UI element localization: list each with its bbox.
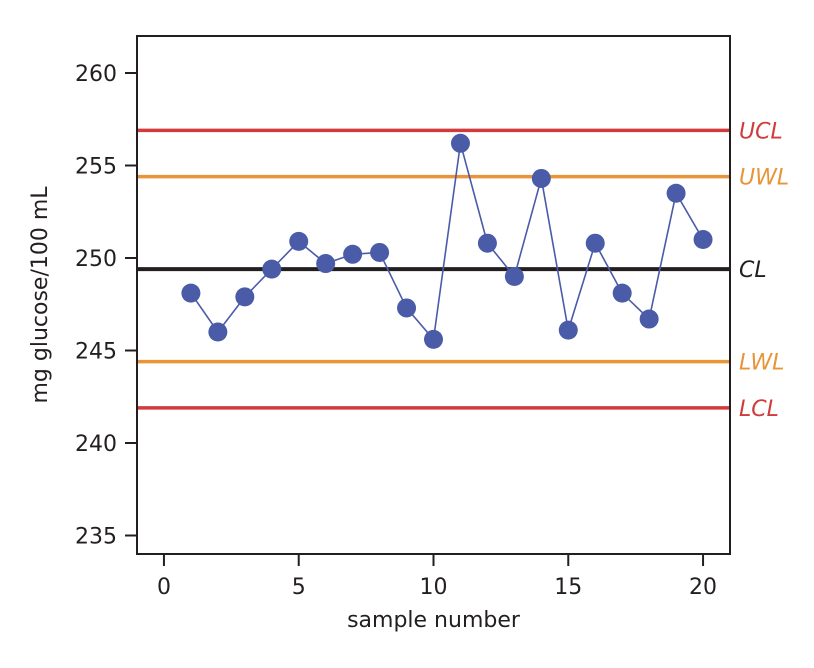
limit-label-cl: CL — [739, 258, 767, 283]
y-axis: 235 240 245 250 255 260 — [75, 62, 137, 550]
data-point — [693, 230, 713, 249]
data-point — [639, 309, 659, 329]
data-point — [612, 283, 632, 303]
y-tick-label: 260 — [75, 62, 117, 87]
x-tick-label: 5 — [292, 575, 306, 600]
data-point — [666, 183, 686, 203]
y-tick-label: 240 — [75, 432, 117, 457]
data-point — [262, 259, 282, 279]
data-point — [370, 242, 390, 262]
limit-label-ucl: UCL — [739, 119, 783, 144]
data-point — [397, 298, 417, 318]
data-point — [181, 283, 201, 303]
data-series — [181, 133, 713, 349]
x-tick-label: 20 — [689, 575, 717, 600]
series-line — [190, 143, 704, 342]
plot-frame — [136, 35, 731, 555]
limit-label-lcl: LCL — [739, 397, 779, 422]
y-tick-label: 250 — [75, 247, 117, 272]
data-point — [316, 254, 336, 274]
limit-label-lwl: LWL — [739, 351, 784, 376]
x-axis: 0 5 10 15 20 — [157, 554, 717, 600]
data-point — [585, 233, 605, 253]
data-point — [558, 320, 578, 340]
data-point — [450, 133, 470, 153]
data-point — [424, 329, 443, 349]
y-axis-title: mg glucose/100 mL — [28, 186, 53, 404]
limit-labels: UCL UWL CL LWL LCL — [739, 119, 789, 422]
x-tick-label: 15 — [554, 575, 582, 600]
x-tick-label: 0 — [157, 575, 171, 600]
data-point — [504, 267, 524, 286]
data-point — [289, 231, 309, 251]
data-point — [531, 168, 551, 188]
x-axis-title: sample number — [347, 608, 521, 633]
data-point — [477, 233, 497, 253]
limit-lines — [137, 128, 730, 410]
y-tick-label: 245 — [75, 340, 117, 365]
limit-label-uwl: UWL — [739, 166, 789, 191]
data-point — [235, 287, 255, 307]
y-tick-label: 255 — [75, 155, 117, 180]
x-tick-label: 10 — [420, 575, 448, 600]
y-tick-label: 235 — [75, 525, 117, 550]
data-point — [343, 244, 363, 264]
data-point — [208, 322, 228, 342]
